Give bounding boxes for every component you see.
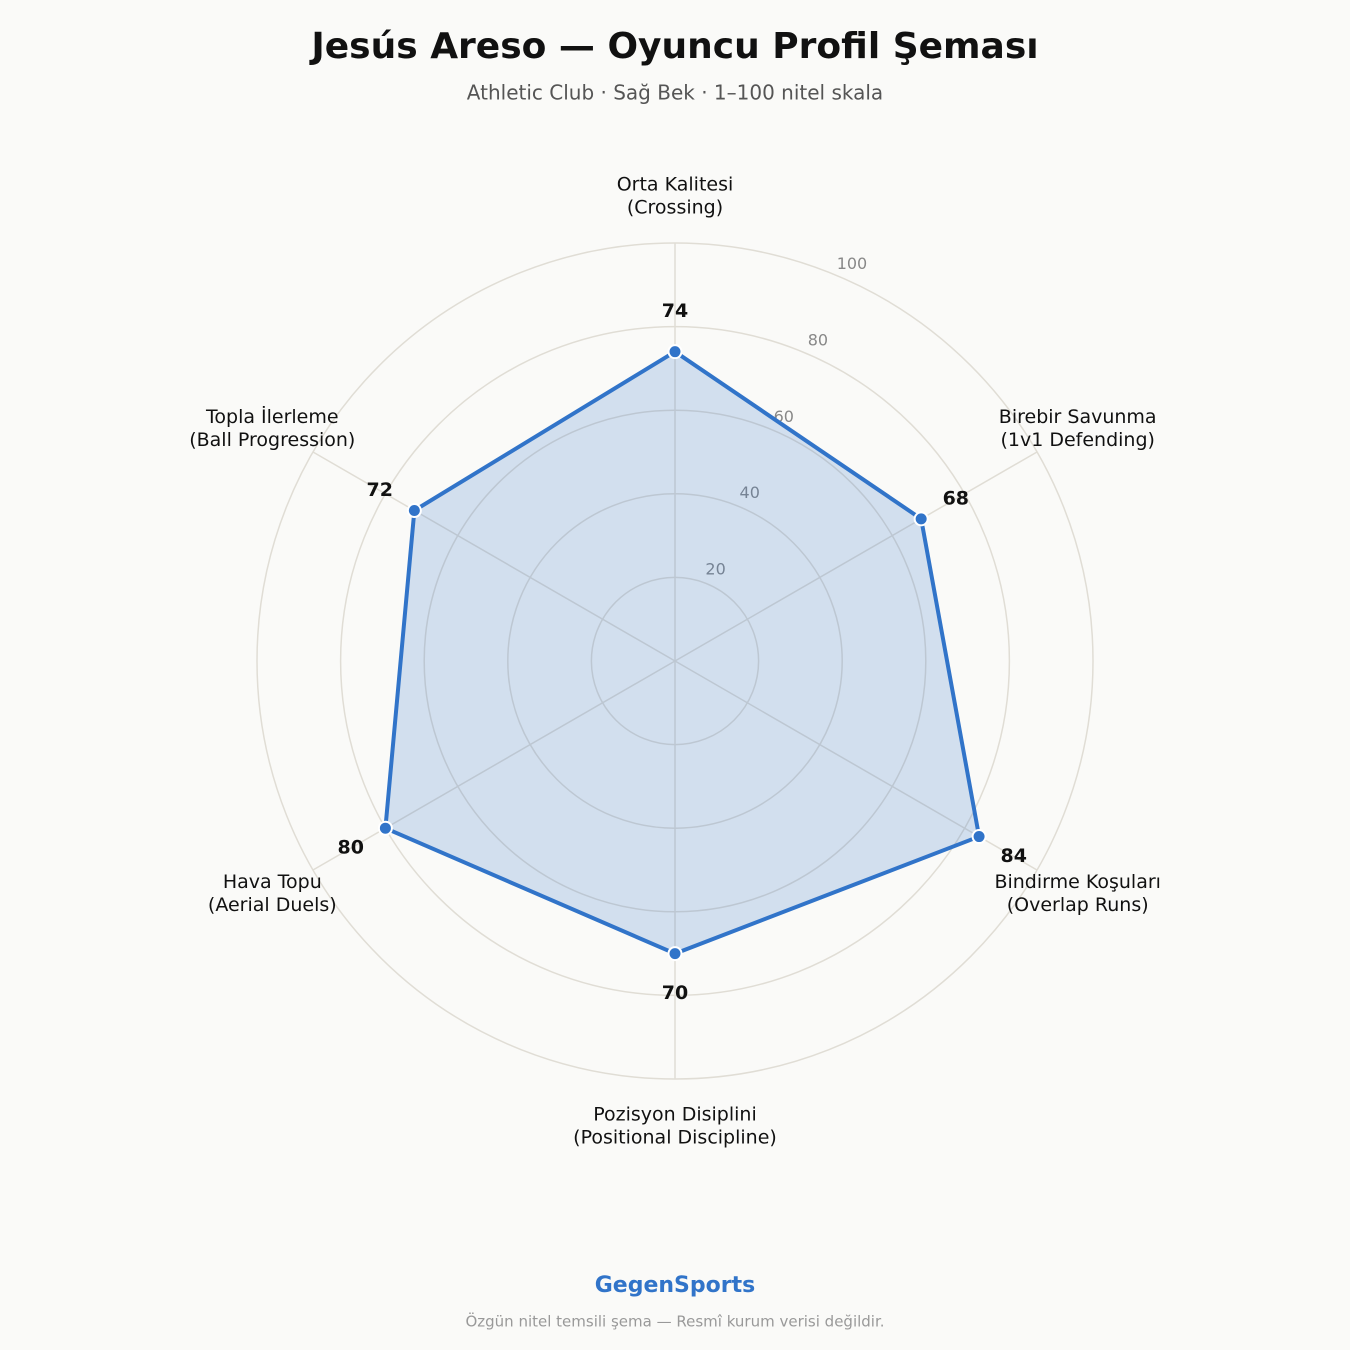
value-label: 70 bbox=[662, 982, 688, 1004]
point bbox=[667, 344, 683, 360]
axis-spoke bbox=[312, 451, 676, 662]
category-label: Orta Kalitesi (Crossing) bbox=[617, 173, 734, 218]
value-label: 72 bbox=[366, 479, 392, 501]
chart-subtitle: Athletic Club · Sağ Bek · 1–100 nitel sk… bbox=[467, 81, 883, 105]
category-label: Pozisyon Disiplini (Positional Discipline… bbox=[573, 1103, 777, 1148]
category-label: Topla İlerleme (Ball Progression) bbox=[189, 405, 355, 451]
brand: GegenSports bbox=[595, 1273, 755, 1298]
point bbox=[913, 511, 929, 527]
axis-spoke bbox=[674, 451, 1038, 662]
point bbox=[406, 503, 422, 519]
category-label: Bindirme Koşuları (Overlap Runs) bbox=[994, 871, 1161, 916]
r-tick-label: 80 bbox=[808, 331, 828, 350]
value-label: 84 bbox=[1000, 845, 1026, 867]
category-label: Hava Topu (Aerial Duels) bbox=[208, 871, 337, 916]
category-label: Birebir Savunma (1v1 Defending) bbox=[999, 406, 1157, 451]
chart-title: Jesús Areso — Oyuncu Profil Şeması bbox=[308, 26, 1038, 67]
point bbox=[377, 820, 393, 836]
r-tick-label: 40 bbox=[740, 483, 760, 502]
r-tick-label: 20 bbox=[705, 560, 725, 579]
r-tick-label: 100 bbox=[837, 254, 868, 273]
footnote: Özgün nitel temsili şema — Resmî kurum v… bbox=[465, 1312, 884, 1331]
value-label: 74 bbox=[662, 300, 688, 322]
value-label: 68 bbox=[943, 487, 969, 509]
point bbox=[667, 946, 683, 962]
axis-spoke bbox=[312, 660, 676, 871]
point bbox=[971, 829, 987, 845]
value-label: 80 bbox=[338, 837, 364, 859]
